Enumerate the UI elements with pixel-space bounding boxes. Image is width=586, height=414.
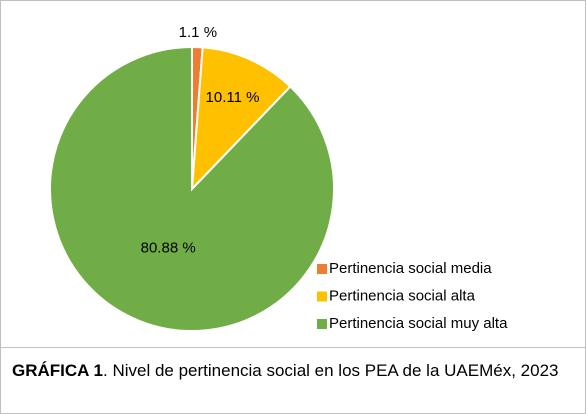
data-label: 80.88 % bbox=[141, 239, 196, 256]
legend-label: Pertinencia social muy alta bbox=[329, 315, 508, 332]
legend-swatch bbox=[317, 264, 327, 274]
data-label: 1.1 % bbox=[179, 24, 217, 41]
legend-swatch bbox=[317, 319, 327, 329]
legend-label: Pertinencia social alta bbox=[329, 287, 476, 304]
caption-label: GRÁFICA 1 bbox=[12, 361, 103, 380]
pie-slice bbox=[49, 45, 335, 332]
chart: 1.1 % 10.11 % 80.88 % Pertinencia social me… bbox=[49, 24, 508, 332]
legend-swatch bbox=[317, 291, 327, 302]
pie-slice bbox=[190, 46, 292, 192]
data-label: 10.11 % bbox=[206, 89, 260, 106]
legend-label: Pertinencia social media bbox=[329, 260, 492, 277]
caption: GRÁFICA 1. Nivel de pertinencia social e… bbox=[1, 347, 585, 413]
caption-text: . Nivel de pertinencia social en los PEA… bbox=[103, 361, 559, 380]
